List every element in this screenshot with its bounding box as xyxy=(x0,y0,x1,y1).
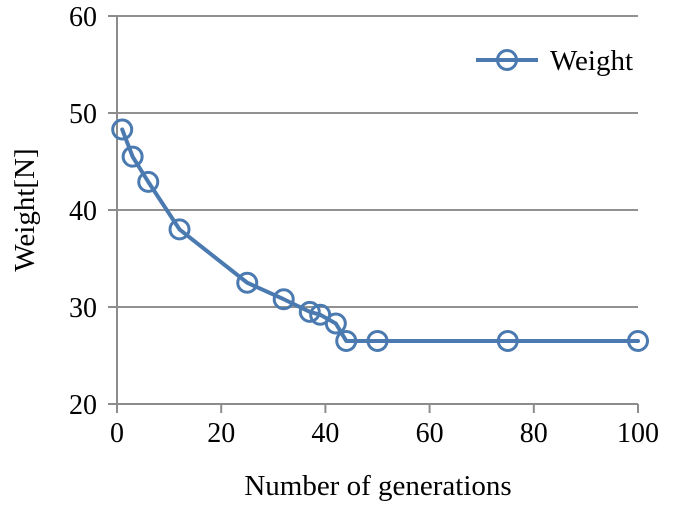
y-tick-label-60: 60 xyxy=(69,2,97,33)
x-tick-label-20: 20 xyxy=(207,418,235,449)
data-point-marker xyxy=(298,300,321,323)
data-point-marker xyxy=(324,312,347,335)
legend-open-circle-marker-icon xyxy=(496,49,518,71)
x-tick-label-100: 100 xyxy=(617,418,659,449)
x-axis-title: Number of generations xyxy=(244,470,511,502)
y-tick-label-20: 20 xyxy=(69,390,97,421)
data-point-marker xyxy=(137,170,160,193)
data-point-marker xyxy=(496,329,519,352)
legend: Weight xyxy=(476,45,633,77)
data-point-marker xyxy=(627,329,649,352)
x-tick-label-60: 60 xyxy=(416,418,444,449)
y-tick-label-40: 40 xyxy=(69,196,97,227)
data-point-marker xyxy=(236,271,259,294)
data-point-marker xyxy=(121,145,144,168)
data-point-marker xyxy=(366,329,389,352)
legend-label: Weight xyxy=(550,45,633,77)
y-axis-title: Weight[N] xyxy=(9,148,41,271)
data-series xyxy=(111,118,649,352)
y-tick-label-30: 30 xyxy=(69,293,97,324)
data-point-marker xyxy=(272,288,295,311)
x-tick-label-0: 0 xyxy=(110,418,124,449)
data-point-marker xyxy=(335,329,358,352)
series-line-weight xyxy=(120,127,640,343)
x-tick-label-40: 40 xyxy=(311,418,339,449)
tick-labels: 20 30 40 50 60 0 20 40 60 80 100 xyxy=(69,2,659,449)
x-tick-label-80: 80 xyxy=(520,418,548,449)
y-tick-label-50: 50 xyxy=(69,99,97,130)
data-point-marker xyxy=(111,118,134,141)
data-point-marker xyxy=(168,218,191,241)
axes xyxy=(108,15,639,413)
